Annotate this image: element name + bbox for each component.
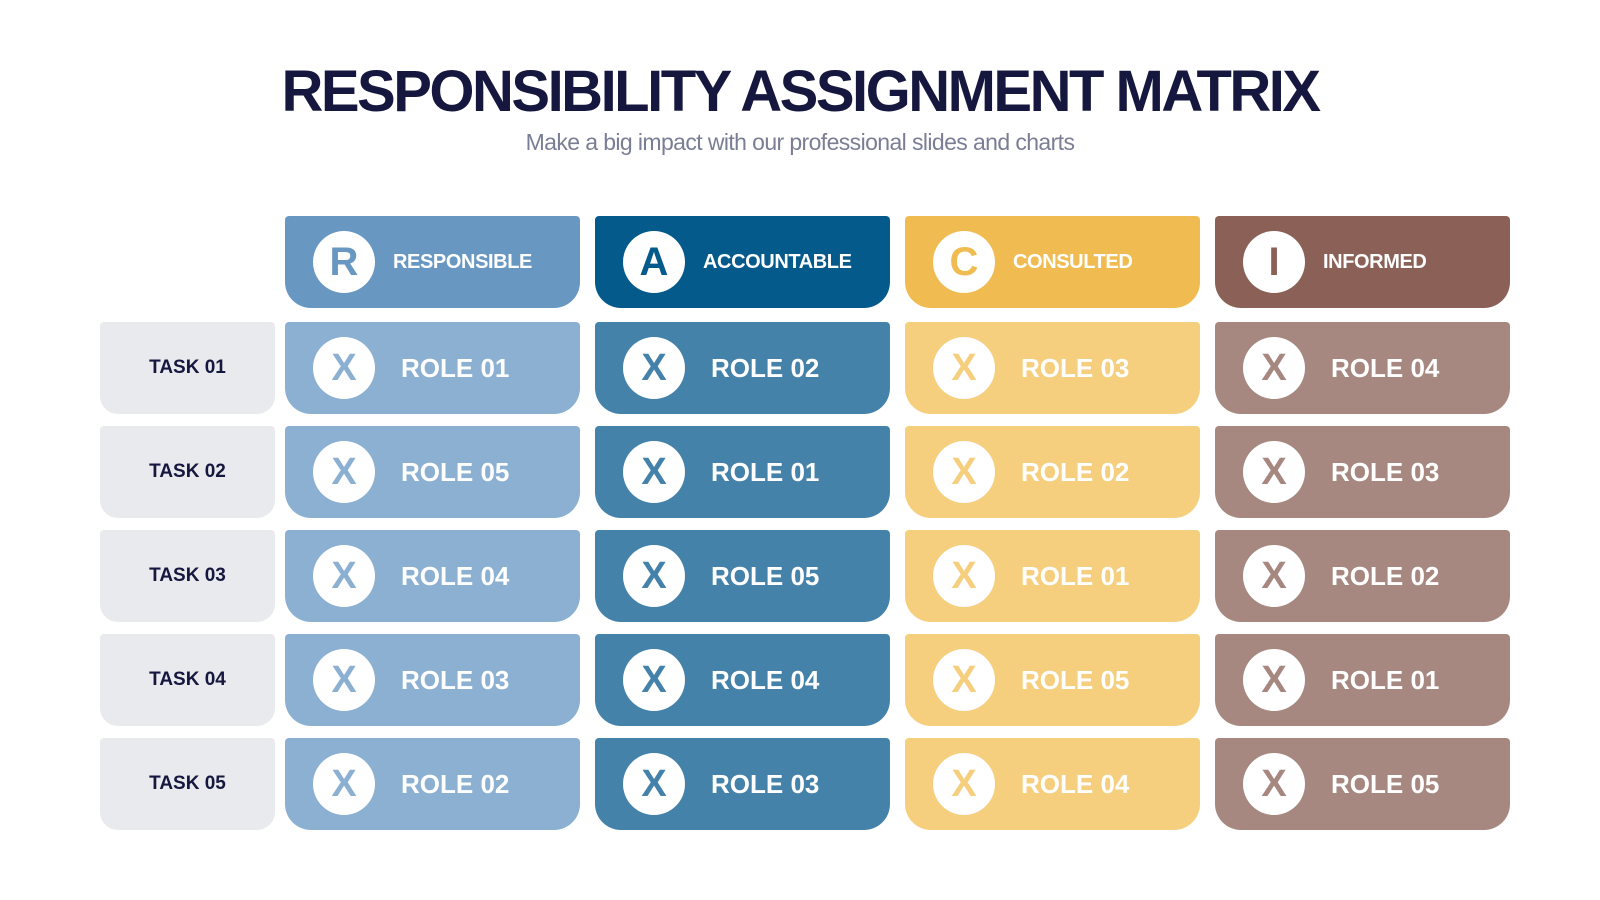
role-label: ROLE 05: [1021, 664, 1130, 695]
matrix-cell-accountable: X ROLE 05: [595, 530, 890, 622]
x-mark-icon: X: [623, 649, 685, 711]
x-mark-icon: X: [313, 545, 375, 607]
role-label: ROLE 01: [1021, 560, 1130, 591]
matrix-cell-informed: X ROLE 05: [1215, 738, 1510, 830]
matrix-cell-consulted: X ROLE 02: [905, 426, 1200, 518]
task-label: TASK 01: [100, 322, 275, 414]
column-letter-badge: R: [313, 231, 375, 293]
x-mark-icon: X: [933, 649, 995, 711]
matrix-cell-responsible: X ROLE 05: [285, 426, 580, 518]
role-label: ROLE 02: [401, 768, 510, 799]
column-header-label: CONSULTED: [1013, 250, 1133, 273]
role-label: ROLE 03: [1021, 352, 1130, 383]
role-label: ROLE 01: [401, 352, 510, 383]
role-label: ROLE 05: [401, 456, 510, 487]
matrix-cell-consulted: X ROLE 01: [905, 530, 1200, 622]
column-letter-badge: A: [623, 231, 685, 293]
role-label: ROLE 01: [711, 456, 820, 487]
role-label: ROLE 02: [1021, 456, 1130, 487]
matrix-cell-accountable: X ROLE 01: [595, 426, 890, 518]
role-label: ROLE 05: [711, 560, 820, 591]
x-mark-icon: X: [313, 649, 375, 711]
matrix-cell-responsible: X ROLE 02: [285, 738, 580, 830]
matrix-cell-informed: X ROLE 02: [1215, 530, 1510, 622]
page-title: RESPONSIBILITY ASSIGNMENT MATRIX: [281, 59, 1321, 124]
role-label: ROLE 04: [401, 560, 510, 591]
matrix-cell-consulted: X ROLE 05: [905, 634, 1200, 726]
role-label: ROLE 04: [1021, 768, 1130, 799]
x-mark-icon: X: [623, 441, 685, 503]
column-header-informed: I INFORMED: [1215, 216, 1510, 308]
x-mark-icon: X: [933, 441, 995, 503]
matrix-cell-responsible: X ROLE 01: [285, 322, 580, 414]
x-mark-icon: X: [1243, 649, 1305, 711]
x-mark-icon: X: [313, 753, 375, 815]
x-mark-icon: X: [1243, 753, 1305, 815]
matrix-cell-responsible: X ROLE 04: [285, 530, 580, 622]
role-label: ROLE 03: [401, 664, 510, 695]
matrix-cell-accountable: X ROLE 03: [595, 738, 890, 830]
matrix-cell-accountable: X ROLE 02: [595, 322, 890, 414]
column-header-responsible: R RESPONSIBLE: [285, 216, 580, 308]
matrix-cell-consulted: X ROLE 04: [905, 738, 1200, 830]
matrix-cell-responsible: X ROLE 03: [285, 634, 580, 726]
role-label: ROLE 01: [1331, 664, 1440, 695]
role-label: ROLE 04: [1331, 352, 1440, 383]
x-mark-icon: X: [933, 337, 995, 399]
x-mark-icon: X: [623, 753, 685, 815]
task-label: TASK 04: [100, 634, 275, 726]
column-header-accountable: A ACCOUNTABLE: [595, 216, 890, 308]
matrix-cell-informed: X ROLE 01: [1215, 634, 1510, 726]
column-letter-badge: I: [1243, 231, 1305, 293]
column-header-label: RESPONSIBLE: [393, 250, 532, 273]
role-label: ROLE 05: [1331, 768, 1440, 799]
column-letter-badge: C: [933, 231, 995, 293]
task-label: TASK 03: [100, 530, 275, 622]
x-mark-icon: X: [933, 545, 995, 607]
task-label: TASK 05: [100, 738, 275, 830]
column-header-label: INFORMED: [1323, 250, 1427, 273]
x-mark-icon: X: [1243, 545, 1305, 607]
column-header-consulted: C CONSULTED: [905, 216, 1200, 308]
column-header-label: ACCOUNTABLE: [703, 250, 852, 273]
x-mark-icon: X: [313, 337, 375, 399]
role-label: ROLE 02: [1331, 560, 1440, 591]
role-label: ROLE 03: [1331, 456, 1440, 487]
role-label: ROLE 04: [711, 664, 820, 695]
x-mark-icon: X: [623, 337, 685, 399]
matrix-cell-informed: X ROLE 04: [1215, 322, 1510, 414]
role-label: ROLE 03: [711, 768, 820, 799]
matrix-cell-informed: X ROLE 03: [1215, 426, 1510, 518]
x-mark-icon: X: [1243, 337, 1305, 399]
x-mark-icon: X: [313, 441, 375, 503]
x-mark-icon: X: [623, 545, 685, 607]
task-label: TASK 02: [100, 426, 275, 518]
matrix-cell-accountable: X ROLE 04: [595, 634, 890, 726]
role-label: ROLE 02: [711, 352, 820, 383]
matrix-cell-consulted: X ROLE 03: [905, 322, 1200, 414]
page-subtitle: Make a big impact with our professional …: [525, 129, 1075, 155]
x-mark-icon: X: [1243, 441, 1305, 503]
x-mark-icon: X: [933, 753, 995, 815]
